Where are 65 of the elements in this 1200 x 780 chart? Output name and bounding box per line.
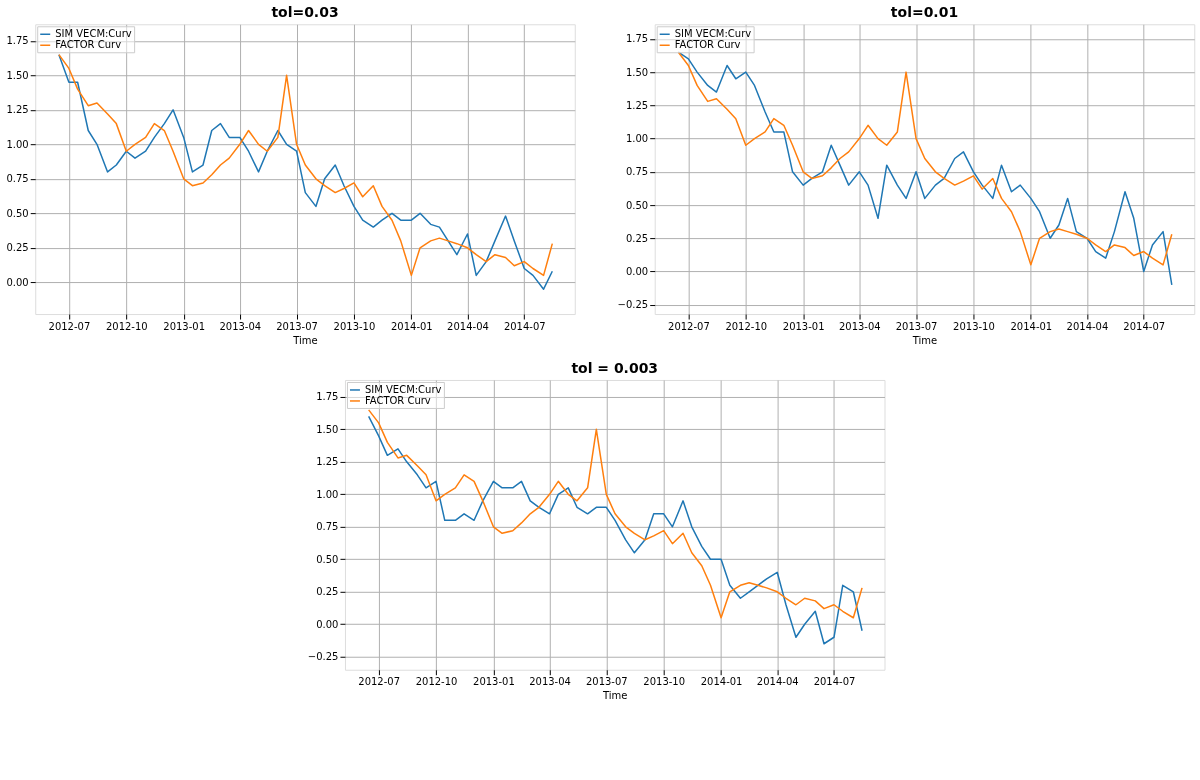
y-tick-label: 0.00	[625, 266, 649, 277]
x-tick-label: 2013-01	[163, 320, 206, 332]
x-axis-title: Time	[292, 334, 318, 346]
legend-label: FACTOR Curv	[364, 394, 431, 406]
y-tick-label: 0.00	[6, 276, 29, 288]
legend-label: SIM VECM:Curv	[364, 383, 442, 395]
y-tick-label: 0.75	[625, 166, 649, 178]
chart-title: tol = 0.003	[571, 359, 659, 376]
y-tick-label: 0.75	[316, 521, 339, 533]
x-tick-label: 2012-07	[668, 320, 710, 332]
y-tick-label: 1.25	[316, 456, 339, 468]
x-tick-label: 2013-01	[473, 676, 515, 688]
legend-label: FACTOR Curv	[55, 39, 122, 51]
y-tick-label: 1.50	[316, 423, 339, 435]
x-tick-label: 2014-07	[1123, 320, 1166, 332]
x-tick-label: 2014-01	[700, 676, 743, 688]
x-tick-label: 2014-07	[813, 676, 856, 688]
y-tick-label: 1.75	[6, 35, 29, 47]
legend-label: SIM VECM:Curv	[674, 28, 752, 40]
x-tick-label: 2013-04	[529, 676, 571, 688]
x-tick-label: 2012-07	[48, 320, 91, 332]
x-tick-label: 2012-07	[358, 676, 400, 688]
x-tick-label: 2012-10	[725, 320, 768, 332]
x-tick-label: 2013-01	[782, 320, 825, 332]
chart-title: tol=0.01	[890, 4, 959, 21]
x-tick-label: 2013-07	[585, 676, 628, 688]
y-tick-label: 1.75	[625, 33, 649, 45]
y-tick-label: 1.50	[6, 69, 29, 81]
y-tick-label: 1.00	[6, 138, 29, 150]
y-tick-label: 0.75	[6, 173, 29, 185]
y-tick-label: −0.25	[617, 299, 649, 311]
y-tick-label: −0.25	[307, 651, 339, 663]
x-tick-label: 2012-10	[105, 320, 148, 332]
x-tick-label: 2014-04	[447, 320, 489, 332]
y-tick-label: 0.25	[625, 232, 649, 244]
legend-label: SIM VECM:Curv	[55, 28, 132, 40]
chart-title: tol=0.03	[271, 4, 339, 21]
y-tick-label: 1.00	[316, 488, 339, 500]
y-tick-label: 1.75	[316, 391, 339, 403]
x-axis-title: Time	[602, 690, 628, 702]
x-tick-label: 2013-07	[276, 320, 318, 332]
x-tick-label: 2014-07	[503, 320, 546, 332]
x-tick-label: 2013-04	[219, 320, 262, 332]
x-tick-label: 2013-10	[953, 320, 995, 332]
x-tick-label: 2012-10	[415, 676, 458, 688]
y-tick-label: 0.50	[316, 553, 339, 565]
x-tick-label: 2013-10	[643, 676, 686, 688]
x-tick-label: 2014-01	[390, 320, 433, 332]
y-tick-label: 0.25	[316, 586, 339, 598]
x-tick-label: 2013-07	[895, 320, 938, 332]
y-tick-label: 0.50	[6, 207, 29, 219]
y-tick-label: 0.50	[625, 199, 649, 211]
x-tick-label: 2014-04	[1066, 320, 1109, 332]
y-tick-label: 0.25	[6, 242, 29, 254]
y-tick-label: 1.00	[625, 133, 649, 145]
y-tick-label: 0.00	[316, 618, 339, 630]
x-axis-title: Time	[911, 334, 938, 346]
x-tick-label: 2014-04	[756, 676, 799, 688]
legend-label: FACTOR Curv	[674, 39, 741, 51]
x-tick-label: 2013-04	[838, 320, 881, 332]
y-tick-label: 1.25	[625, 99, 649, 111]
y-tick-label: 1.25	[6, 104, 29, 116]
x-tick-label: 2014-01	[1010, 320, 1053, 332]
x-tick-label: 2013-10	[333, 320, 376, 332]
y-tick-label: 1.50	[625, 66, 649, 78]
